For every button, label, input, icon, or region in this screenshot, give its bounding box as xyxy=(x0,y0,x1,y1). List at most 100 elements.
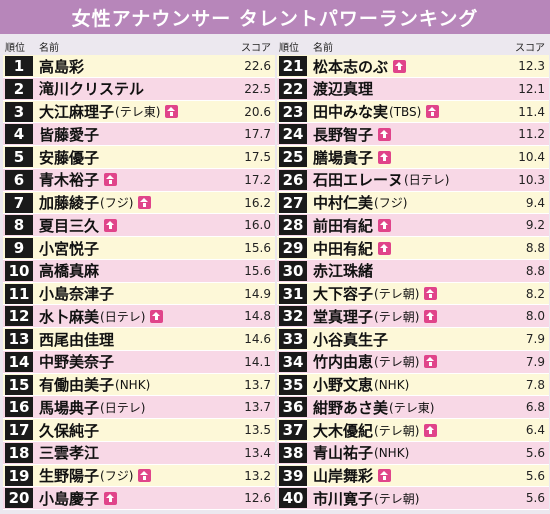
rank-badge: 30 xyxy=(279,260,307,281)
rank-badge: 36 xyxy=(279,397,307,418)
announcer-name: 中野美奈子 xyxy=(39,353,115,372)
announcer-name: 有働由美子 xyxy=(39,376,115,394)
announcer-name: 堂真理子 xyxy=(313,307,374,326)
name-cell: 中田有紀 xyxy=(313,237,392,259)
rank-badge: 5 xyxy=(5,147,33,167)
up-arrow-icon xyxy=(424,423,438,437)
rank-badge: 24 xyxy=(279,124,307,145)
name-cell: 滝川クリステル xyxy=(39,78,144,100)
up-arrow-icon xyxy=(150,309,164,323)
announcer-name: 夏目三久 xyxy=(39,216,100,235)
table-row: 33 小谷真生子 7.9 xyxy=(277,328,549,351)
rank-badge: 20 xyxy=(5,488,33,509)
table-row: 32 堂真理子 (テレ朝) 8.0 xyxy=(277,305,549,328)
announcer-name: 加藤綾子 xyxy=(39,194,100,212)
station-label: (テレ東) xyxy=(389,400,435,415)
name-cell: 松本志のぶ xyxy=(313,55,407,77)
name-header: 名前 xyxy=(39,43,59,54)
station-label: (NHK) xyxy=(374,445,410,460)
station-label: (日テレ) xyxy=(404,173,450,188)
up-arrow-icon xyxy=(378,469,392,482)
announcer-name: 生野陽子 xyxy=(39,467,100,485)
name-cell: 青木裕子 xyxy=(39,169,118,191)
name-cell: 小野文恵 (NHK) xyxy=(313,374,409,396)
table-row: 18 三雲孝江 13.4 xyxy=(3,441,275,465)
rank-badge: 21 xyxy=(279,56,307,76)
rank-badge: 18 xyxy=(5,442,33,463)
up-arrow-icon xyxy=(104,218,118,232)
announcer-name: 久保純子 xyxy=(39,421,100,440)
score-value: 8.0 xyxy=(525,309,545,324)
rank-badge: 4 xyxy=(5,124,33,145)
name-cell: 市川寛子 (テレ朝) xyxy=(313,487,419,509)
up-arrow-icon xyxy=(378,127,392,141)
rank-badge: 17 xyxy=(5,420,33,440)
name-cell: 青山祐子 (NHK) xyxy=(313,442,409,464)
name-cell: 馬場典子 (日テレ) xyxy=(39,396,145,418)
score-value: 20.6 xyxy=(244,104,271,119)
column-header: 順位 名前 スコア xyxy=(3,34,275,55)
score-value: 7.8 xyxy=(525,377,545,392)
score-value: 12.3 xyxy=(518,59,545,73)
name-cell: 渡辺真理 xyxy=(313,78,373,100)
table-row: 35 小野文恵 (NHK) 7.8 xyxy=(277,373,549,397)
score-value: 16.2 xyxy=(244,195,271,210)
name-cell: 水卜麻美 (日テレ) xyxy=(39,305,164,327)
name-cell: 大下容子 (テレ朝) xyxy=(313,283,438,305)
rows-left: 1 高島彩 22.6 2 滝川クリステル 22.5 3 大江麻理子 (テレ東) 20.6 4 皆藤愛子… xyxy=(3,55,275,510)
up-arrow-icon xyxy=(138,196,152,209)
announcer-name: 紺野あさ美 xyxy=(313,398,389,417)
score-value: 13.7 xyxy=(244,377,271,392)
station-label: (テレ朝) xyxy=(374,355,420,370)
name-cell: 石田エレーヌ (日テレ) xyxy=(313,169,449,191)
up-arrow-icon xyxy=(104,173,118,187)
name-cell: 竹内由恵 (テレ朝) xyxy=(313,351,438,373)
score-value: 7.9 xyxy=(525,354,545,369)
station-label: (NHK) xyxy=(115,377,151,392)
rank-header: 順位 xyxy=(5,43,25,54)
score-value: 14.1 xyxy=(244,354,271,369)
table-row: 29 中田有紀 8.8 xyxy=(277,237,549,260)
table-row: 17 久保純子 13.5 xyxy=(3,419,275,442)
rank-badge: 19 xyxy=(5,465,33,486)
station-label: (日テレ) xyxy=(100,400,146,415)
announcer-name: 中村仁美 xyxy=(313,194,374,212)
table-row: 23 田中みな実 (TBS) 11.4 xyxy=(277,100,549,124)
score-value: 10.4 xyxy=(518,150,545,164)
rank-badge: 11 xyxy=(5,283,33,304)
name-cell: 山岸舞彩 xyxy=(313,465,392,487)
up-arrow-icon xyxy=(424,287,438,300)
up-arrow-icon xyxy=(424,309,438,323)
announcer-name: 膳場貴子 xyxy=(313,148,374,167)
announcer-name: 前田有紀 xyxy=(313,216,374,235)
score-value: 5.6 xyxy=(525,491,545,506)
rank-badge: 31 xyxy=(279,283,307,304)
rank-badge: 39 xyxy=(279,465,307,486)
score-value: 13.5 xyxy=(244,423,271,437)
rank-badge: 38 xyxy=(279,442,307,463)
table-row: 30 赤江珠緒 8.8 xyxy=(277,259,549,283)
table-row: 5 安藤優子 17.5 xyxy=(3,146,275,169)
up-arrow-icon xyxy=(138,469,152,482)
rank-badge: 32 xyxy=(279,306,307,327)
score-value: 11.4 xyxy=(518,104,545,119)
rank-badge: 6 xyxy=(5,169,33,190)
rank-header: 順位 xyxy=(279,43,299,54)
rank-badge: 37 xyxy=(279,420,307,440)
name-cell: 加藤綾子 (フジ) xyxy=(39,192,152,214)
rank-badge: 2 xyxy=(5,78,33,99)
up-arrow-icon xyxy=(378,150,392,164)
name-cell: 小宮悦子 xyxy=(39,237,99,259)
score-value: 15.6 xyxy=(244,241,271,255)
table-row: 24 長野智子 11.2 xyxy=(277,123,549,146)
rank-badge: 28 xyxy=(279,215,307,236)
table-row: 19 生野陽子 (フジ) 13.2 xyxy=(3,464,275,488)
table-row: 28 前田有紀 9.2 xyxy=(277,214,549,237)
score-value: 17.2 xyxy=(244,172,271,187)
table-row: 20 小島慶子 12.6 xyxy=(3,487,275,510)
station-label: (フジ) xyxy=(100,196,134,210)
score-value: 6.4 xyxy=(525,423,545,437)
announcer-name: 小島慶子 xyxy=(39,489,100,508)
announcer-name: 皆藤愛子 xyxy=(39,125,100,144)
score-value: 12.1 xyxy=(518,81,545,96)
